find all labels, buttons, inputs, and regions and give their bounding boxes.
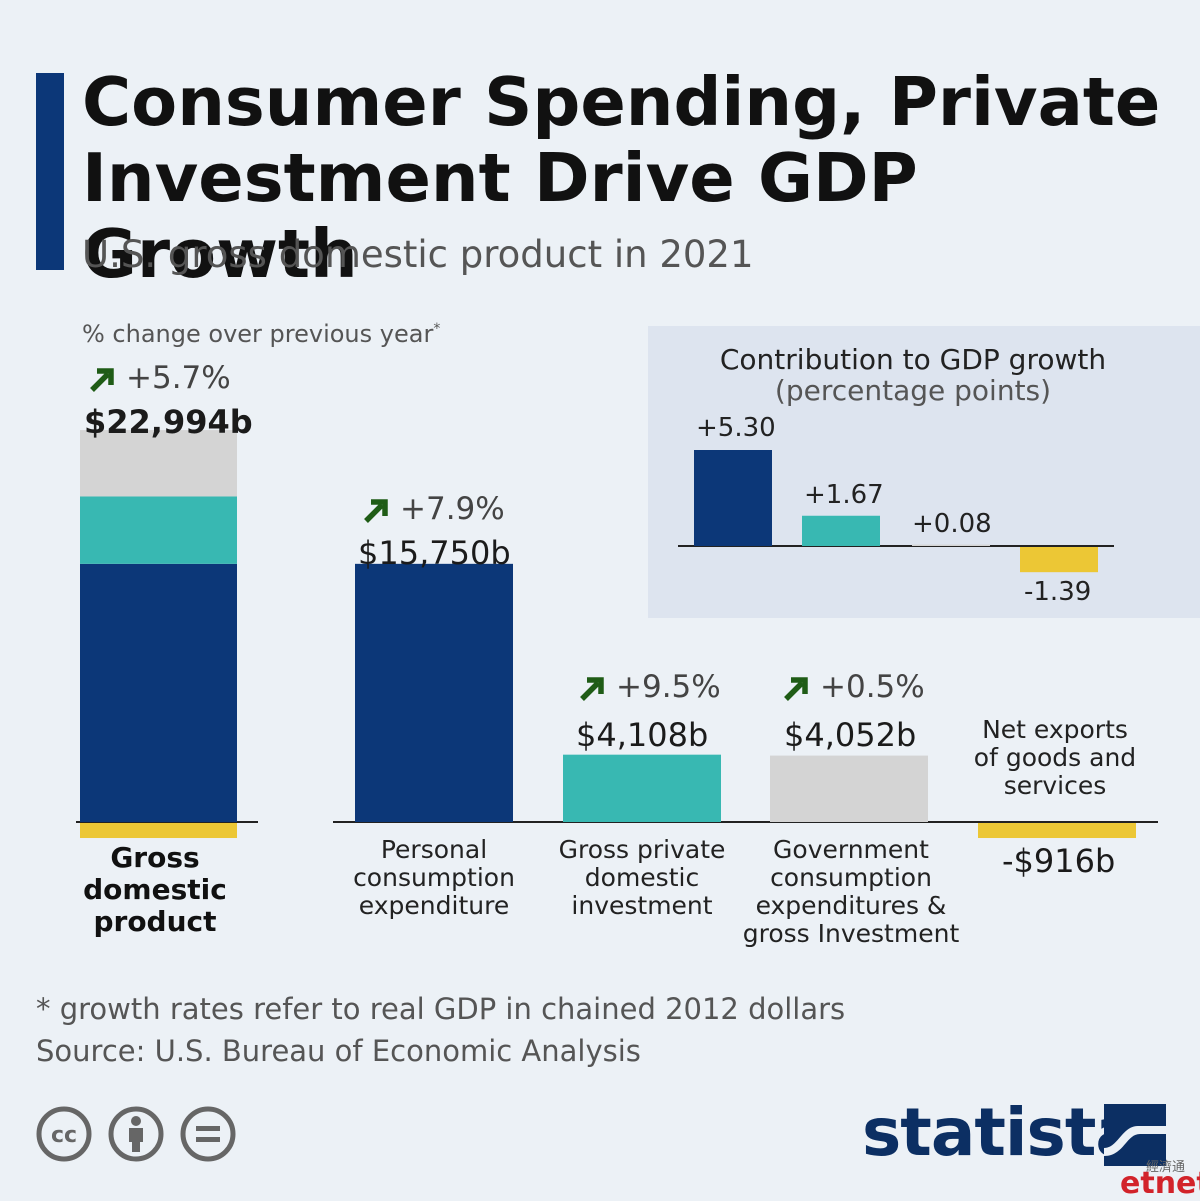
government-growth-label: +0.5% [782,669,925,705]
contribution-bar-net-exports [1020,547,1098,573]
growth-note: % change over previous year* [82,320,440,348]
government-value-label: $4,052b [784,716,917,754]
statista-logo-text: statista [862,1094,1140,1171]
gdp-growth-label: +5.7% [88,360,231,396]
contribution-value-investment: +1.67 [804,480,884,510]
contribution-value-net-exports: -1.39 [1024,577,1092,607]
gdp-segment-government [80,430,237,497]
growth-arrow-icon [784,677,808,701]
svg-text:cc: cc [51,1123,77,1148]
growth-note-text: % change over previous year [82,320,434,348]
statista-logo-icon [1104,1104,1166,1166]
consumption-growth-label: +7.9% [362,491,505,527]
contribution-subtitle: (percentage points) [774,374,1052,407]
net-exports-value-label: -$916b [1002,842,1116,880]
investment-category-label: Gross private domestic investment [558,835,726,920]
growth-arrow-icon [580,677,604,701]
bar-consumption [355,563,513,822]
watermark-cn: 經濟通 [1146,1160,1186,1175]
consumption-value-label: $15,750b [358,534,511,572]
investment-growth-label: +9.5% [578,669,721,705]
accent-bar [36,73,64,270]
bar-government [770,755,928,822]
footnote: * growth rates refer to real GDP in chai… [36,992,846,1026]
gdp-value-label: $22,994b [84,403,253,441]
contribution-value-government: +0.08 [912,509,992,539]
contribution-bar-investment [802,515,880,546]
cc-icon[interactable]: cc [36,1106,92,1162]
contribution-bar-consumption [694,450,772,546]
source-text: Source: U.S. Bureau of Economic Analysis [36,1034,641,1068]
growth-arrow-icon [90,368,114,392]
bar-net-exports [978,823,1136,839]
consumption-category-label: Personal consumption expenditure [353,835,515,920]
bar-investment [563,754,721,822]
contribution-title: Contribution to GDP growth [719,343,1107,376]
growth-arrow-icon [364,499,388,523]
gdp-segment-net-exports [80,823,237,839]
attribution-icon[interactable] [108,1106,164,1162]
growth-note-mark: * [433,321,441,337]
consumption-growth-value: +7.9% [400,491,505,527]
net-exports-label: Net exports of goods and services [973,715,1137,800]
no-derivatives-icon[interactable] [180,1106,236,1162]
gdp-category-label: Gross domestic product [83,841,227,938]
gdp-growth-value: +5.7% [126,360,231,396]
government-category-label: Government consumption expenditures & gr… [742,835,960,948]
gdp-segment-consumption [80,563,237,822]
gdp-segment-investment [80,496,237,564]
chart-title: Consumer Spending, Private Investment Dr… [82,63,1161,293]
government-growth-value: +0.5% [820,669,925,705]
investment-value-label: $4,108b [576,716,709,754]
contribution-bar-government [912,544,990,546]
investment-growth-value: +9.5% [616,669,721,705]
contribution-value-consumption: +5.30 [696,413,776,443]
chart-subtitle: U.S. gross domestic product in 2021 [82,233,754,276]
watermark-logo: etnet [1120,1166,1200,1201]
